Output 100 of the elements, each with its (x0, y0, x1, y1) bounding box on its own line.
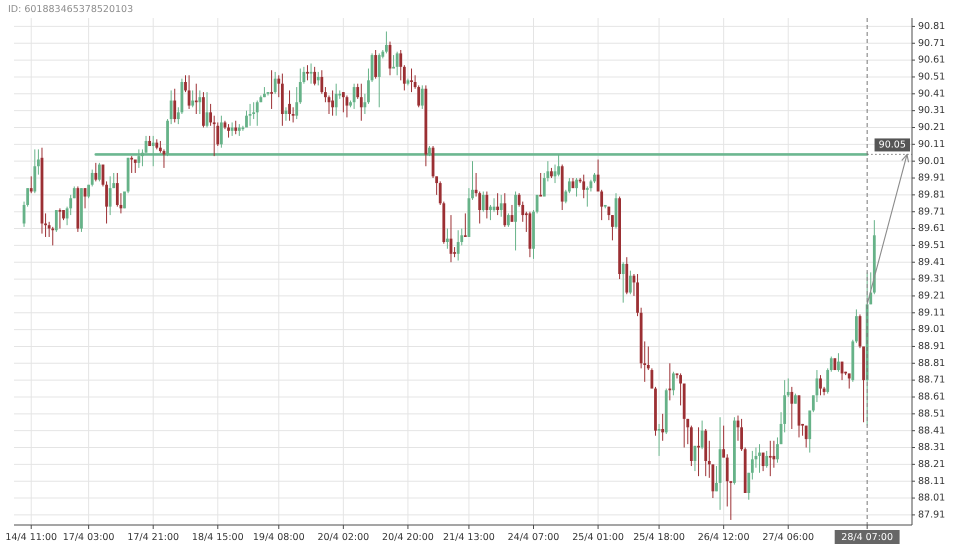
y-tick-label: 88.51 (918, 408, 946, 420)
candlestick (496, 192, 500, 216)
candlestick (346, 94, 348, 118)
candlestick (270, 70, 273, 110)
y-tick-label: 89.61 (918, 223, 946, 234)
candlestick (288, 90, 291, 122)
y-tick-label: 90.81 (918, 21, 946, 32)
candlestick (227, 124, 230, 138)
candlestick (284, 106, 288, 122)
candlestick (840, 361, 844, 381)
candlestick (611, 214, 614, 241)
candlestick (758, 444, 761, 474)
candlestick (331, 90, 334, 116)
candlestick (410, 68, 413, 93)
candlestick (248, 103, 252, 126)
candlestick (313, 66, 316, 86)
candlestick (374, 50, 378, 80)
candlestick (234, 120, 238, 135)
candlestick (84, 188, 86, 209)
y-tick-label: 88.81 (918, 358, 946, 369)
y-tick-label: 89.01 (918, 324, 946, 336)
y-tick-label: 89.41 (918, 256, 946, 268)
candlestick (762, 452, 765, 472)
y-tick-label: 88.61 (918, 392, 946, 403)
y-tick-label: 88.41 (918, 425, 946, 436)
candlestick (816, 370, 818, 403)
candlestick (672, 371, 675, 396)
candlestick (388, 41, 392, 76)
x-tick-label: 21/4 13:00 (443, 532, 495, 544)
candlestick (69, 194, 72, 216)
candlestick (478, 190, 482, 224)
x-tick-label: 17/4 21:00 (127, 532, 180, 544)
y-tick-label: 90.31 (918, 105, 946, 116)
candlestick (220, 115, 223, 148)
y-tick-label: 89.11 (918, 307, 946, 318)
candlestick (134, 158, 137, 174)
candlestick (492, 198, 496, 212)
candlestick (826, 368, 830, 394)
candlestick (830, 356, 833, 372)
y-tick-label: 89.21 (918, 290, 946, 302)
candlestick (206, 92, 208, 128)
x-tick-label: 24/4 07:00 (508, 532, 560, 544)
y-tick-label: 90.01 (918, 156, 946, 167)
y-tick-label: 89.91 (918, 172, 946, 184)
x-tick-label: 17/4 03:00 (62, 532, 114, 544)
y-tick-label: 90.71 (918, 38, 946, 49)
candlestick (485, 190, 488, 219)
candlestick (116, 172, 119, 208)
y-tick-label: 90.11 (918, 138, 946, 150)
candlestick (646, 346, 650, 371)
y-tick-label: 90.61 (918, 54, 946, 66)
candlestick (575, 178, 578, 198)
candlestick (230, 122, 234, 136)
y-tick-label: 88.91 (918, 341, 946, 352)
candlestick (697, 426, 700, 477)
x-tick-label: 19/4 08:00 (252, 532, 305, 544)
candlestick (582, 174, 586, 199)
candlestick (98, 162, 101, 182)
candlestick (729, 480, 732, 520)
y-tick-label: 88.71 (918, 374, 946, 386)
candlestick (740, 418, 743, 452)
candlestick (456, 230, 460, 262)
y-tick-label: 90.21 (918, 122, 946, 134)
y-tick-label: 88.31 (918, 442, 946, 454)
y-tick-label: 88.01 (918, 492, 946, 504)
candlestick (352, 83, 356, 110)
x-tick-label: 18/4 15:00 (192, 532, 244, 544)
y-tick-label: 90.51 (918, 72, 946, 83)
x-tick-label: 27/4 06:00 (762, 532, 814, 544)
candlestick (378, 52, 381, 108)
candlestick (694, 445, 696, 472)
candlestick (586, 186, 589, 208)
candlestick (306, 64, 309, 81)
candlestick (238, 124, 241, 136)
y-tick-label: 88.21 (918, 458, 946, 470)
candlestick (506, 212, 510, 228)
candlestick (679, 372, 682, 406)
candlestick (510, 204, 514, 222)
candlestick (446, 228, 449, 250)
candlestick (550, 167, 553, 179)
candlestick (360, 83, 363, 122)
candlestick (819, 374, 822, 396)
candlestick (658, 423, 660, 456)
candlestick (58, 208, 62, 230)
candlestick (316, 71, 320, 86)
y-tick-label: 89.51 (918, 240, 946, 251)
y-tick-label: 89.31 (918, 274, 946, 285)
text: ID: 601883465378520103 (8, 4, 134, 15)
x-tick-label: 26/4 12:00 (698, 532, 750, 544)
x-tick-label: 28/4 07:00 (841, 532, 894, 544)
candlestick (438, 180, 442, 206)
y-tick-label: 88.11 (918, 476, 946, 487)
candlestick (837, 352, 840, 372)
x-tick-label: 25/4 18:00 (633, 532, 685, 544)
x-tick-label: 20/4 02:00 (317, 532, 370, 544)
y-tick-label: 89.71 (918, 206, 946, 218)
candlestick (661, 413, 664, 442)
candlestick (450, 214, 452, 263)
candlestick (420, 84, 424, 110)
candlestick (700, 420, 704, 450)
